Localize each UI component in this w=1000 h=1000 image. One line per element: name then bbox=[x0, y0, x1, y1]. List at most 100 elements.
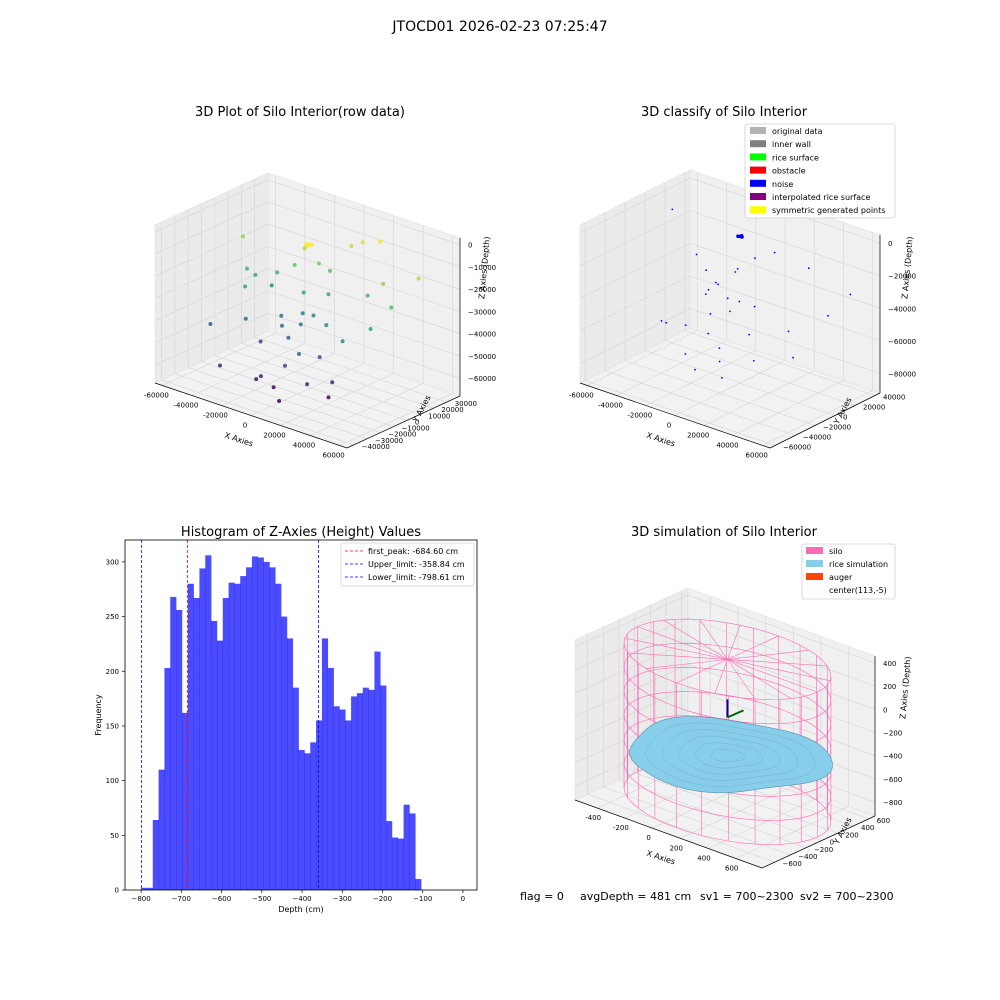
x-tick-label: −700 bbox=[172, 895, 191, 903]
z-tick-label: −10000 bbox=[468, 264, 496, 272]
legend-frame bbox=[801, 543, 896, 600]
z-tick-label: −20000 bbox=[468, 286, 496, 294]
histogram-bar bbox=[176, 610, 183, 890]
histogram-bar bbox=[386, 821, 393, 890]
x-gridline bbox=[733, 222, 844, 436]
y-tick-label: −60000 bbox=[783, 444, 811, 452]
noise-point bbox=[726, 297, 729, 300]
raw-data-point bbox=[298, 322, 303, 327]
legend-frame bbox=[340, 542, 475, 587]
histogram-bar bbox=[228, 582, 235, 890]
raw-data-point bbox=[360, 240, 365, 245]
silo-roof-spoke bbox=[727, 625, 741, 660]
x-tick-label: 60000 bbox=[746, 452, 768, 460]
raw-data-point bbox=[330, 380, 335, 385]
z-axis-label: Z Axies (Depth) bbox=[900, 236, 914, 299]
x-tick-label: -60000 bbox=[144, 392, 169, 400]
y-tick-label: 200 bbox=[845, 831, 858, 839]
raw-data-point bbox=[243, 316, 248, 321]
y-tick-label: −40000 bbox=[362, 443, 390, 451]
figure-suptitle: JTOCD01 2026-02-23 07:25:47 bbox=[391, 19, 607, 35]
y-axis-label: Frequency bbox=[94, 694, 103, 736]
noise-point bbox=[739, 234, 744, 238]
y-tick-label: −400 bbox=[798, 853, 817, 861]
z-tick-label: 0 bbox=[888, 240, 892, 248]
y-gridline bbox=[684, 172, 876, 396]
noise-point bbox=[704, 293, 707, 295]
raw-data-point bbox=[368, 327, 373, 331]
x-tick-label: 0 bbox=[667, 422, 671, 430]
y-gridline bbox=[214, 197, 407, 421]
z-tick-label: −800 bbox=[883, 799, 902, 807]
raw-data-point bbox=[340, 339, 345, 344]
y-tick-label: −200 bbox=[814, 846, 833, 854]
legend-swatch bbox=[806, 560, 823, 567]
x-tick-label: −600 bbox=[212, 895, 231, 903]
raw-data-point bbox=[218, 363, 222, 368]
raw-3d-title: 3D Plot of Silo Interior(row data) bbox=[195, 105, 405, 120]
legend-swatch bbox=[750, 193, 766, 200]
raw-data-point bbox=[316, 261, 321, 266]
footer-flag: flag = 0 bbox=[520, 890, 564, 903]
z-tick-label: 200 bbox=[883, 683, 896, 691]
histogram-bar bbox=[345, 720, 352, 890]
histogram-bar bbox=[275, 583, 282, 890]
y-tick-label: 40000 bbox=[883, 394, 905, 402]
z-tick-label: −200 bbox=[883, 730, 902, 738]
x-tick-label: −400 bbox=[292, 895, 311, 903]
legend-swatch bbox=[750, 166, 766, 174]
y-tick-label: 600 bbox=[877, 817, 890, 825]
legend-label: center(113,-5) bbox=[829, 586, 887, 595]
legend-label: auger bbox=[829, 573, 853, 582]
y-tick-label: −20000 bbox=[823, 424, 851, 432]
raw-data-point bbox=[243, 284, 248, 289]
z-gridline bbox=[154, 201, 461, 268]
raw-data-point bbox=[245, 266, 249, 271]
x-axis-label: X Axies bbox=[645, 431, 676, 449]
histogram-bar bbox=[403, 804, 410, 890]
legend-label: rice simulation bbox=[829, 560, 888, 569]
z-gridline bbox=[574, 664, 876, 733]
histogram-bar bbox=[415, 879, 422, 890]
x-axis-line bbox=[574, 799, 763, 869]
noise-point bbox=[707, 332, 710, 335]
noise-point bbox=[827, 314, 829, 317]
noise-point bbox=[714, 281, 717, 284]
z-tick-label: −600 bbox=[883, 776, 902, 784]
y-gridline bbox=[254, 179, 447, 403]
raw-data-point bbox=[254, 377, 259, 382]
noise-point bbox=[787, 330, 790, 333]
footer-avg-depth: avgDepth = 481 cm bbox=[580, 890, 691, 903]
noise-point bbox=[718, 360, 721, 363]
x-gridline bbox=[250, 205, 365, 416]
noise-point bbox=[705, 269, 708, 272]
noise-point bbox=[748, 333, 751, 336]
histogram-bar bbox=[327, 667, 334, 890]
z-gridline bbox=[574, 640, 876, 710]
z-gridline bbox=[579, 308, 881, 374]
silo-roof-spoke bbox=[727, 659, 818, 693]
legend-swatch bbox=[806, 547, 823, 554]
z-gridline bbox=[579, 242, 881, 309]
y-gridline bbox=[624, 202, 816, 426]
noise-point bbox=[752, 360, 755, 362]
footer-sv2: sv2 = 700~2300 bbox=[800, 890, 894, 903]
raw-data-point bbox=[309, 242, 314, 247]
x-tick-label: 0 bbox=[461, 895, 465, 903]
x-tick-label: −500 bbox=[252, 895, 271, 903]
z-gridline bbox=[574, 687, 876, 756]
y-tick-label: 150 bbox=[106, 722, 119, 730]
z-tick-label: 0 bbox=[468, 242, 472, 250]
x-tick-label: 40000 bbox=[716, 442, 738, 450]
histogram-bar bbox=[397, 838, 404, 890]
histogram-bar bbox=[333, 706, 340, 890]
histogram-bar bbox=[146, 887, 154, 890]
z-gridline bbox=[579, 210, 881, 276]
noise-point bbox=[694, 368, 696, 371]
raw-data-point bbox=[269, 283, 274, 288]
silo-roof-spoke bbox=[727, 659, 828, 667]
z-gridline bbox=[154, 290, 461, 357]
y-tick-label: −30000 bbox=[375, 437, 403, 445]
y-tick-label: 20000 bbox=[441, 406, 463, 414]
